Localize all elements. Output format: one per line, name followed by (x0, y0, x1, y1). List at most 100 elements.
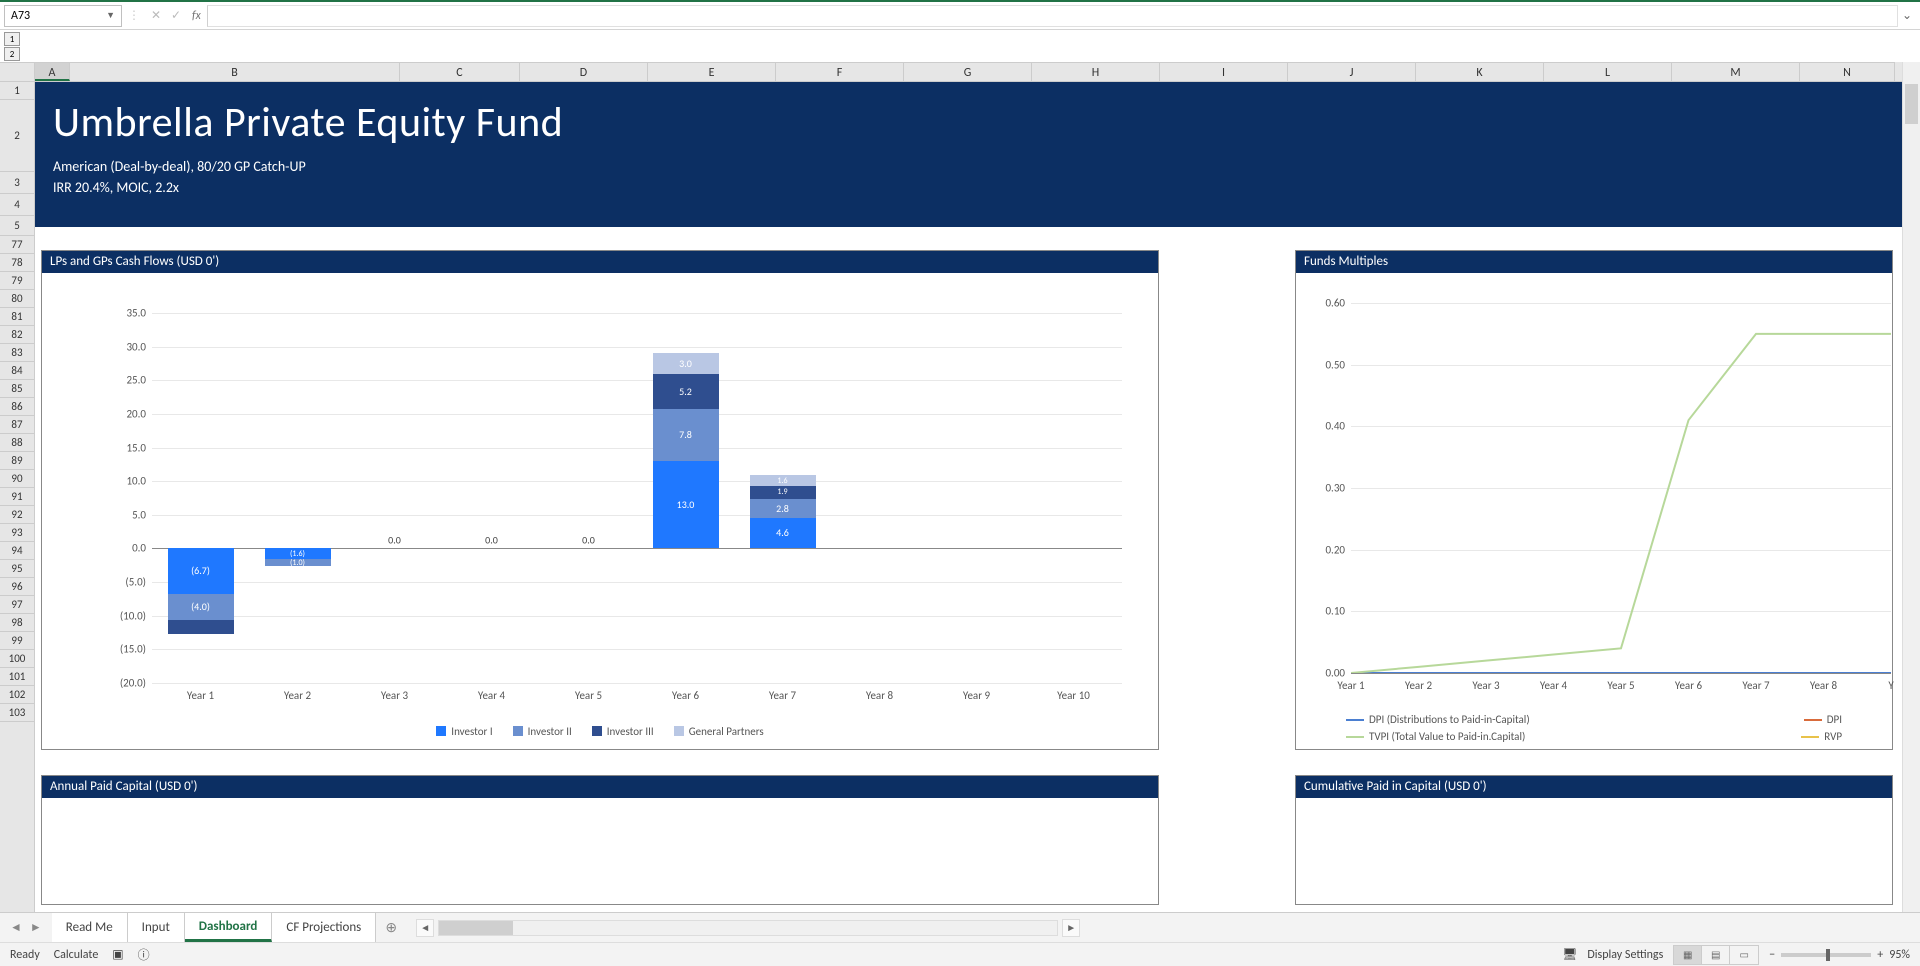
column-header-F[interactable]: F (776, 62, 904, 81)
row-header-80[interactable]: 80 (0, 290, 34, 308)
zoom-percent[interactable]: 95% (1889, 948, 1910, 962)
row-header-2[interactable]: 2 (0, 100, 34, 172)
row-header-93[interactable]: 93 (0, 524, 34, 542)
fx-icon[interactable]: fx (192, 9, 201, 23)
macro-record-icon[interactable]: ▣ (112, 947, 123, 962)
column-header-N[interactable]: N (1800, 62, 1895, 81)
horizontal-scroll-area: ◄ ► (406, 913, 1920, 942)
column-header-J[interactable]: J (1288, 62, 1416, 81)
formula-expand-icon[interactable]: ⌄ (1898, 8, 1916, 23)
add-sheet-button[interactable]: ⊕ (376, 913, 406, 942)
row-header-102[interactable]: 102 (0, 686, 34, 704)
column-header-D[interactable]: D (520, 62, 648, 81)
row-header-98[interactable]: 98 (0, 614, 34, 632)
sheet-content[interactable]: Umbrella Private Equity Fund American (D… (35, 82, 1902, 912)
column-header-I[interactable]: I (1160, 62, 1288, 81)
row-header-5[interactable]: 5 (0, 216, 34, 236)
status-left: Ready Calculate ▣ ⓘ (10, 946, 150, 963)
outline-level-2[interactable]: 2 (4, 47, 20, 61)
tab-nav-next-icon[interactable]: ► (30, 920, 42, 935)
sheet-tab-read-me[interactable]: Read Me (52, 913, 128, 942)
annual-capital-panel: Annual Paid Capital (USD 0') (41, 775, 1159, 905)
enter-icon[interactable]: ✓ (166, 8, 186, 23)
outline-level-1[interactable]: 1 (4, 32, 20, 46)
cashflow-legend: Investor IInvestor IIInvestor IIIGeneral… (42, 725, 1158, 740)
cashflow-chart-body: (20.0)(15.0)(10.0)(5.0)0.05.010.015.020.… (42, 273, 1158, 749)
row-header-96[interactable]: 96 (0, 578, 34, 596)
row-header-1[interactable]: 1 (0, 82, 34, 100)
vertical-scrollbar-thumb[interactable] (1905, 84, 1918, 124)
sheet-tabs: Read MeInputDashboardCF Projections (52, 913, 376, 942)
sheet-tab-input[interactable]: Input (128, 913, 185, 942)
tab-nav: ◄ ► (0, 913, 52, 942)
sheet-tab-cf-projections[interactable]: CF Projections (272, 913, 376, 942)
view-page-break-button[interactable]: ▭ (1730, 946, 1758, 964)
separator: ⋮ (128, 8, 140, 23)
status-ready: Ready (10, 948, 40, 962)
cancel-icon[interactable]: ✕ (146, 8, 166, 23)
fund-title: Umbrella Private Equity Fund (53, 97, 1884, 148)
cumulative-capital-title: Cumulative Paid in Capital (USD 0') (1296, 776, 1892, 798)
row-header-77[interactable]: 77 (0, 236, 34, 254)
row-header-94[interactable]: 94 (0, 542, 34, 560)
row-header-101[interactable]: 101 (0, 668, 34, 686)
row-header-83[interactable]: 83 (0, 344, 34, 362)
row-header-82[interactable]: 82 (0, 326, 34, 344)
column-header-G[interactable]: G (904, 62, 1032, 81)
row-header-90[interactable]: 90 (0, 470, 34, 488)
row-header-103[interactable]: 103 (0, 704, 34, 722)
horizontal-scrollbar-thumb[interactable] (439, 921, 513, 935)
multiples-chart-panel: Funds Multiples 0.000.100.200.300.400.50… (1295, 250, 1893, 750)
view-page-layout-button[interactable]: ▤ (1702, 946, 1730, 964)
tab-nav-prev-icon[interactable]: ◄ (10, 920, 22, 935)
display-settings-icon: 🖥 (1562, 947, 1577, 962)
row-header-91[interactable]: 91 (0, 488, 34, 506)
column-header-L[interactable]: L (1544, 62, 1672, 81)
formula-input[interactable] (207, 5, 1898, 27)
display-settings-label[interactable]: Display Settings (1587, 948, 1663, 962)
row-header-95[interactable]: 95 (0, 560, 34, 578)
row-header-99[interactable]: 99 (0, 632, 34, 650)
zoom-in-button[interactable]: + (1877, 948, 1883, 962)
column-header-B[interactable]: B (70, 62, 400, 81)
view-buttons: ▦ ▤ ▭ (1673, 945, 1759, 965)
hscroll-left-icon[interactable]: ◄ (416, 919, 434, 937)
select-all-corner[interactable] (0, 62, 35, 81)
column-header-M[interactable]: M (1672, 62, 1800, 81)
column-header-A[interactable]: A (35, 62, 70, 81)
row-header-87[interactable]: 87 (0, 416, 34, 434)
row-header-86[interactable]: 86 (0, 398, 34, 416)
zoom-slider-thumb[interactable] (1826, 949, 1830, 961)
multiples-chart-title: Funds Multiples (1296, 251, 1892, 273)
horizontal-scrollbar[interactable] (438, 920, 1058, 936)
column-header-H[interactable]: H (1032, 62, 1160, 81)
row-header-84[interactable]: 84 (0, 362, 34, 380)
row-header-85[interactable]: 85 (0, 380, 34, 398)
fund-subtitle-1: American (Deal-by-deal), 80/20 GP Catch-… (53, 158, 1884, 175)
row-header-3[interactable]: 3 (0, 172, 34, 194)
column-header-K[interactable]: K (1416, 62, 1544, 81)
vertical-scrollbar[interactable] (1902, 62, 1920, 912)
row-header-79[interactable]: 79 (0, 272, 34, 290)
row-header-100[interactable]: 100 (0, 650, 34, 668)
zoom-slider[interactable] (1781, 953, 1871, 957)
name-box-dropdown-icon[interactable]: ▼ (106, 10, 115, 21)
row-header-88[interactable]: 88 (0, 434, 34, 452)
column-header-E[interactable]: E (648, 62, 776, 81)
name-box[interactable]: A73 ▼ (4, 5, 122, 27)
row-header-78[interactable]: 78 (0, 254, 34, 272)
row-header-97[interactable]: 97 (0, 596, 34, 614)
sheet-tab-dashboard[interactable]: Dashboard (185, 913, 273, 942)
hscroll-right-icon[interactable]: ► (1062, 919, 1080, 937)
row-header-92[interactable]: 92 (0, 506, 34, 524)
outline-controls: 1 2 (0, 30, 1920, 60)
row-header-89[interactable]: 89 (0, 452, 34, 470)
accessibility-icon[interactable]: ⓘ (138, 946, 150, 963)
view-normal-button[interactable]: ▦ (1674, 946, 1702, 964)
zoom-out-button[interactable]: − (1769, 948, 1775, 962)
column-header-C[interactable]: C (400, 62, 520, 81)
status-bar: Ready Calculate ▣ ⓘ 🖥 Display Settings ▦… (0, 942, 1920, 966)
row-header-81[interactable]: 81 (0, 308, 34, 326)
status-calculate[interactable]: Calculate (54, 948, 99, 962)
row-header-4[interactable]: 4 (0, 194, 34, 216)
